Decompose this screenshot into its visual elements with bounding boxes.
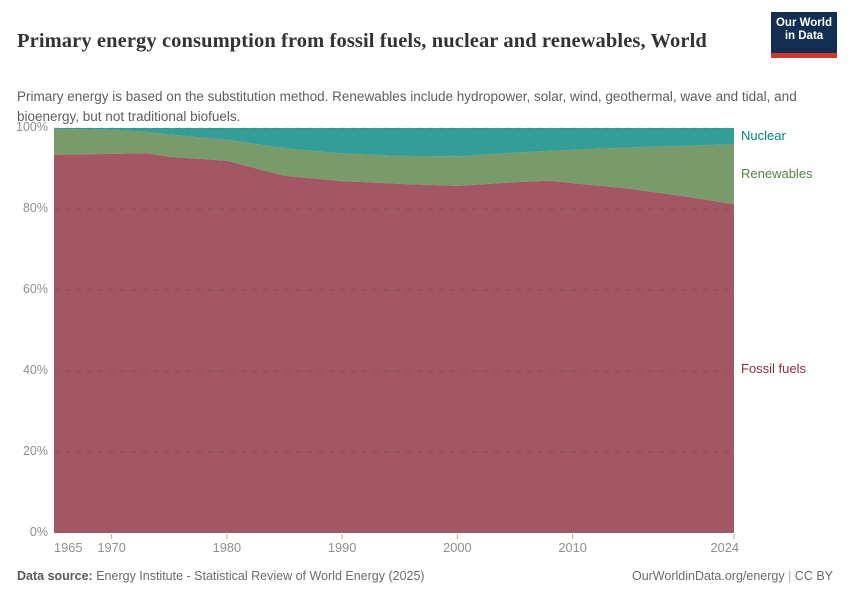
series-label-fossil-fuels: Fossil fuels bbox=[741, 360, 807, 376]
data-source-text: Energy Institute - Statistical Review of… bbox=[92, 569, 425, 583]
x-axis-label-2000: 2000 bbox=[443, 540, 472, 555]
series-label-renewables: Renewables bbox=[741, 166, 813, 182]
page-title: Primary energy consumption from fossil f… bbox=[17, 29, 707, 52]
owid-logo-line1: Our World bbox=[775, 17, 832, 29]
owid-logo-box: Our World in Data bbox=[771, 12, 837, 53]
footer-attribution: OurWorldinData.org/energy | CC BY bbox=[632, 569, 833, 583]
x-axis-label-1965: 1965 bbox=[54, 540, 83, 555]
area-renewables bbox=[54, 128, 734, 205]
owid-logo-line2: in Data bbox=[784, 30, 824, 42]
owid-url-text: OurWorldinData.org/energy bbox=[631, 569, 785, 583]
chart-subtitle: Primary energy is based on the substitut… bbox=[17, 88, 797, 124]
x-axis-label-2024: 2024 bbox=[710, 540, 739, 555]
y-axis-label-60: 60% bbox=[22, 282, 48, 296]
owid-logo[interactable]: Our World in Data bbox=[771, 12, 837, 58]
x-axis-label-1990: 1990 bbox=[327, 540, 357, 555]
series-label-nuclear: Nuclear bbox=[741, 128, 786, 144]
x-axis-label-1980: 1980 bbox=[212, 540, 242, 555]
x-axis-label-2010: 2010 bbox=[558, 540, 587, 555]
footer-data-source: Data source: Energy Institute - Statisti… bbox=[17, 569, 425, 583]
y-axis-label-100: 100% bbox=[16, 120, 48, 134]
owid-logo-red-bar bbox=[771, 53, 837, 58]
license-text: CC BY bbox=[794, 569, 833, 583]
footer-separator: | bbox=[784, 569, 795, 583]
y-axis-label-40: 40% bbox=[22, 363, 48, 377]
y-axis-label-80: 80% bbox=[22, 201, 48, 215]
area-fossil-fuels bbox=[54, 153, 734, 533]
x-axis-label-1970: 1970 bbox=[97, 540, 126, 555]
data-source-label: Data source: bbox=[17, 569, 93, 583]
y-axis-label-0: 0% bbox=[29, 525, 48, 539]
y-axis-label-20: 20% bbox=[22, 444, 48, 458]
area-nuclear bbox=[54, 128, 734, 157]
